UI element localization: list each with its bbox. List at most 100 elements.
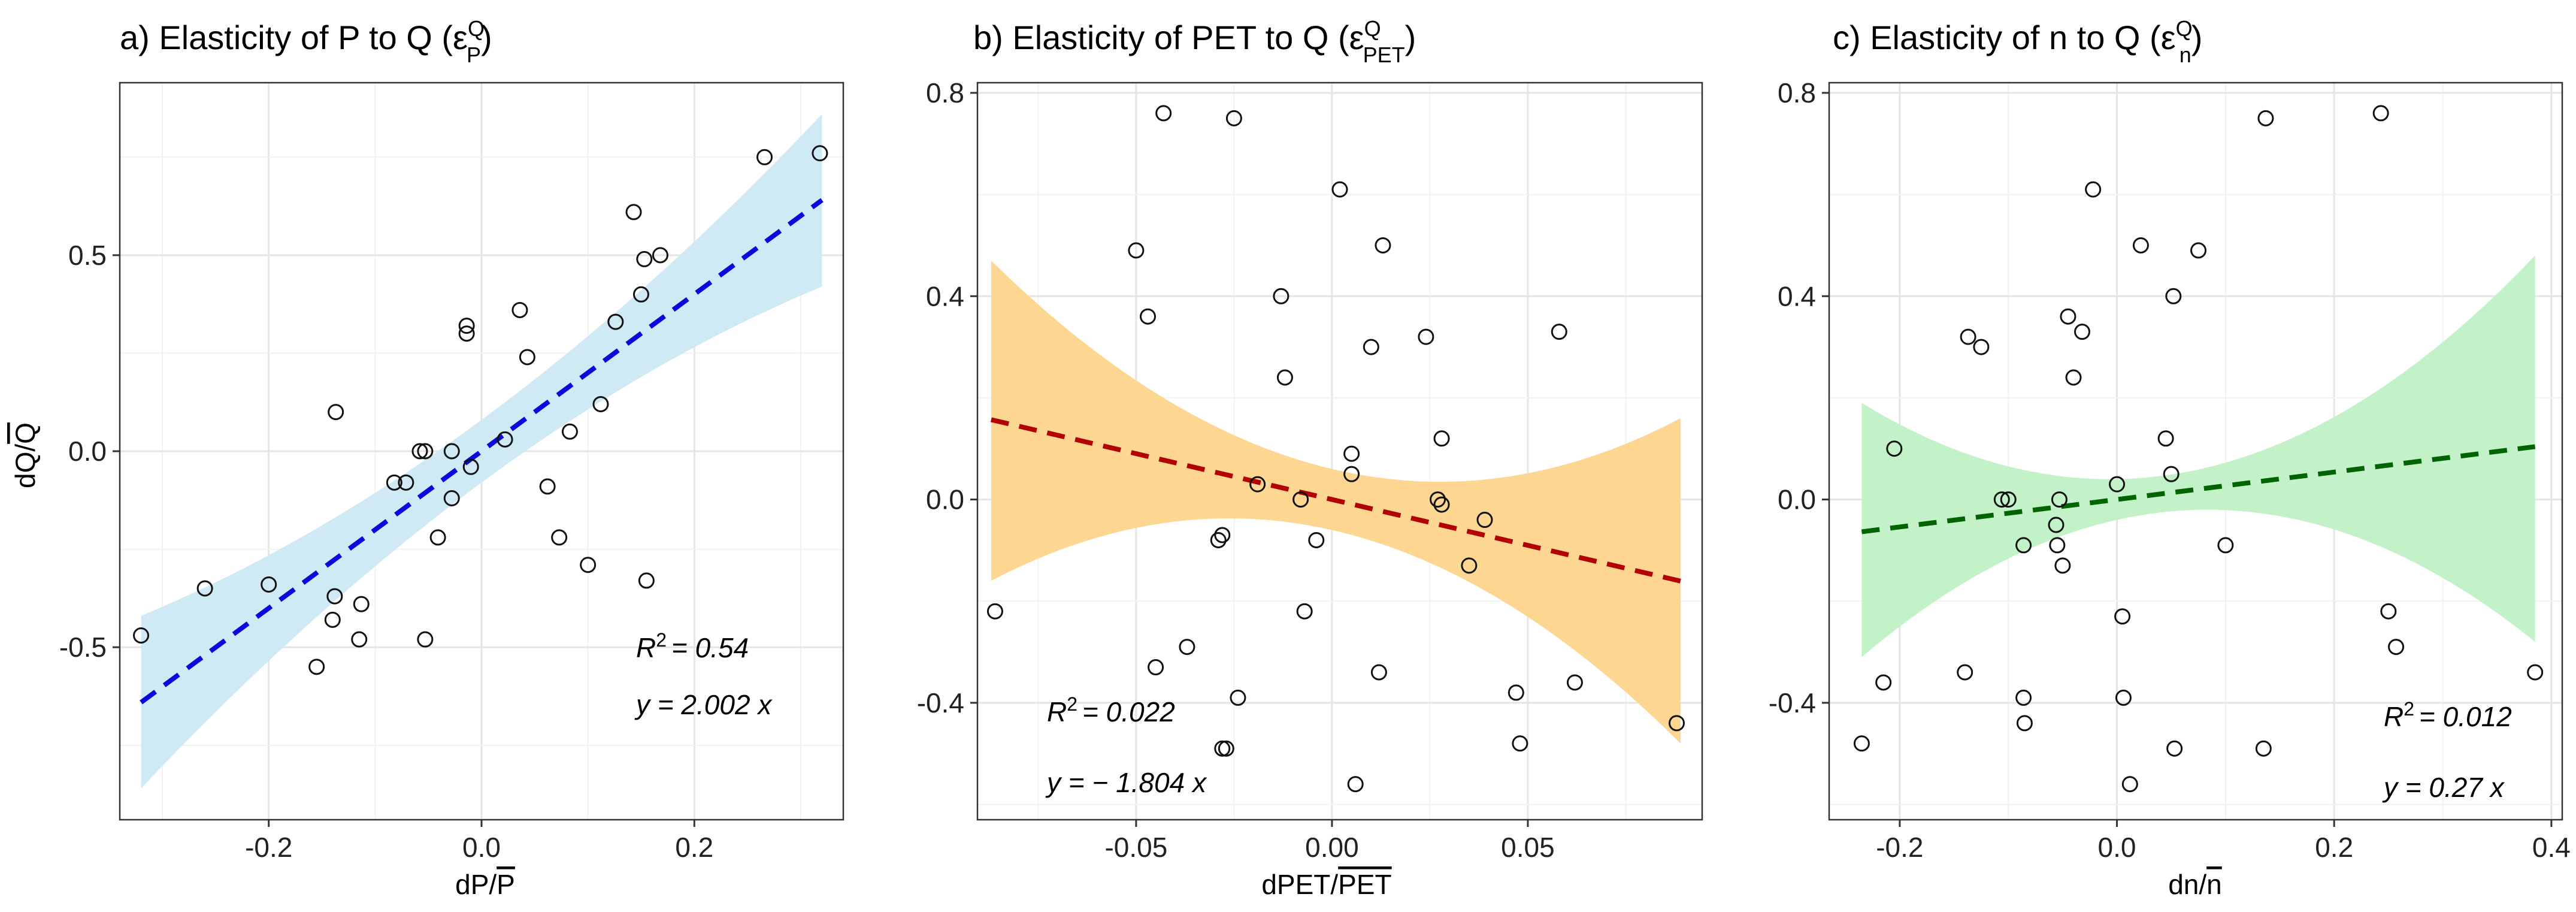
y-tick-label: 0.8 xyxy=(926,77,964,108)
data-point xyxy=(551,529,568,546)
data-point xyxy=(1363,339,1379,355)
panel-b-x-ticks: -0.05 0.00 0.05 xyxy=(1104,820,1555,863)
x-tick-label: 0.2 xyxy=(675,832,713,863)
data-point xyxy=(443,490,460,507)
y-tick-label: 0.0 xyxy=(68,436,107,467)
panel-c-y-ticks: -0.4 0.0 0.4 0.8 xyxy=(1769,77,1829,718)
data-point xyxy=(2115,689,2132,706)
data-point xyxy=(1230,689,1246,706)
data-point xyxy=(2048,517,2065,533)
y-tick-label: 0.5 xyxy=(68,240,107,271)
panel-c: c) Elasticity of n to Q (εQ n) -0.2 0.0 0.2… xyxy=(1769,16,2571,900)
panel-a-points xyxy=(133,145,828,675)
data-point xyxy=(261,576,277,593)
data-point xyxy=(1347,776,1364,793)
data-point xyxy=(1343,466,1360,482)
data-point xyxy=(1296,603,1313,620)
data-point xyxy=(1461,557,1478,574)
panel-a: a) Elasticity of P to Q (εQ P) -0.2 0.0 0.2… xyxy=(10,16,844,900)
x-tick-label: 0.0 xyxy=(2098,832,2136,863)
x-tick-label: 0.00 xyxy=(1305,832,1359,863)
x-tick-label: -0.2 xyxy=(1876,832,1923,863)
data-point xyxy=(1179,639,1195,656)
data-point xyxy=(2121,776,2138,793)
data-point xyxy=(1343,445,1360,462)
panel-a-x-ticks: -0.2 0.0 0.2 xyxy=(245,820,713,863)
data-point xyxy=(1249,476,1266,493)
y-tick-label: 0.8 xyxy=(1778,77,1816,108)
data-point xyxy=(561,423,578,440)
data-point xyxy=(1875,674,1892,691)
data-point xyxy=(756,149,773,165)
data-point xyxy=(196,580,213,597)
data-point xyxy=(2217,537,2234,554)
data-point xyxy=(1430,491,1446,508)
data-point xyxy=(2054,557,2071,574)
data-point xyxy=(2257,110,2274,126)
data-point xyxy=(2190,242,2207,259)
data-point xyxy=(411,443,428,460)
panel-c-equation: y = 0.27 x xyxy=(2382,772,2505,803)
data-point xyxy=(1566,674,1583,691)
data-point xyxy=(326,588,343,605)
panel-c-points xyxy=(1853,105,2544,793)
x-tick-label: -0.05 xyxy=(1104,832,1167,863)
panel-c-xlabel: dn/n xyxy=(2168,869,2222,900)
data-point xyxy=(1276,369,1293,386)
data-point xyxy=(2015,689,2032,706)
data-point xyxy=(2163,466,2180,482)
data-point xyxy=(1476,512,1493,529)
panel-a-y-ticks: -0.5 0.0 0.5 xyxy=(59,240,120,663)
data-point xyxy=(398,474,414,491)
panel-a-r2: R2 = 0.54 xyxy=(636,629,749,663)
data-point xyxy=(2065,369,2082,386)
data-point xyxy=(1214,527,1231,543)
data-point xyxy=(625,204,642,221)
data-point xyxy=(986,603,1003,620)
data-point xyxy=(133,627,150,644)
panel-a-confidence-band xyxy=(141,114,822,789)
data-point xyxy=(351,631,368,648)
panel-b-r2: R2 = 0.022 xyxy=(1047,693,1175,727)
data-point xyxy=(2016,715,2033,732)
data-point xyxy=(1273,288,1289,304)
panel-a-fit-line xyxy=(140,198,824,705)
data-point xyxy=(1225,110,1242,126)
data-point xyxy=(458,318,475,334)
x-tick-label: 0.05 xyxy=(1501,832,1555,863)
data-point xyxy=(1886,440,1903,457)
data-point xyxy=(1214,740,1231,757)
y-tick-label: 0.4 xyxy=(926,280,964,312)
data-point xyxy=(607,313,624,330)
data-point xyxy=(2000,491,2017,508)
data-point xyxy=(511,301,528,318)
data-point xyxy=(1853,735,1870,752)
panel-b-equation: y = − 1.804 x xyxy=(1045,767,1207,798)
data-point xyxy=(638,572,655,589)
data-point xyxy=(1375,237,1391,253)
x-tick-label: 0.2 xyxy=(2315,832,2353,863)
x-tick-label: 0.4 xyxy=(2532,832,2571,863)
data-point xyxy=(652,247,668,264)
data-point xyxy=(1957,664,1973,681)
data-point xyxy=(1370,664,1387,681)
data-point xyxy=(2060,308,2076,325)
panel-a-equation: y = 2.002 x xyxy=(634,689,773,720)
panel-a-title: a) Elasticity of P to Q (εQ P) xyxy=(120,16,492,67)
data-point xyxy=(458,325,475,342)
data-point xyxy=(2165,288,2182,304)
data-point xyxy=(2388,639,2405,656)
data-point xyxy=(2085,181,2102,198)
panel-c-confidence-band xyxy=(1861,255,2535,657)
data-point xyxy=(417,443,434,460)
data-point xyxy=(443,443,460,460)
data-point xyxy=(353,596,370,612)
y-tick-label: -0.4 xyxy=(917,687,964,718)
data-point xyxy=(2015,537,2032,554)
data-point xyxy=(2255,740,2272,757)
data-point xyxy=(1960,328,1976,345)
data-point xyxy=(2051,491,2068,508)
data-point xyxy=(1331,181,1348,198)
data-point xyxy=(1993,491,2010,508)
